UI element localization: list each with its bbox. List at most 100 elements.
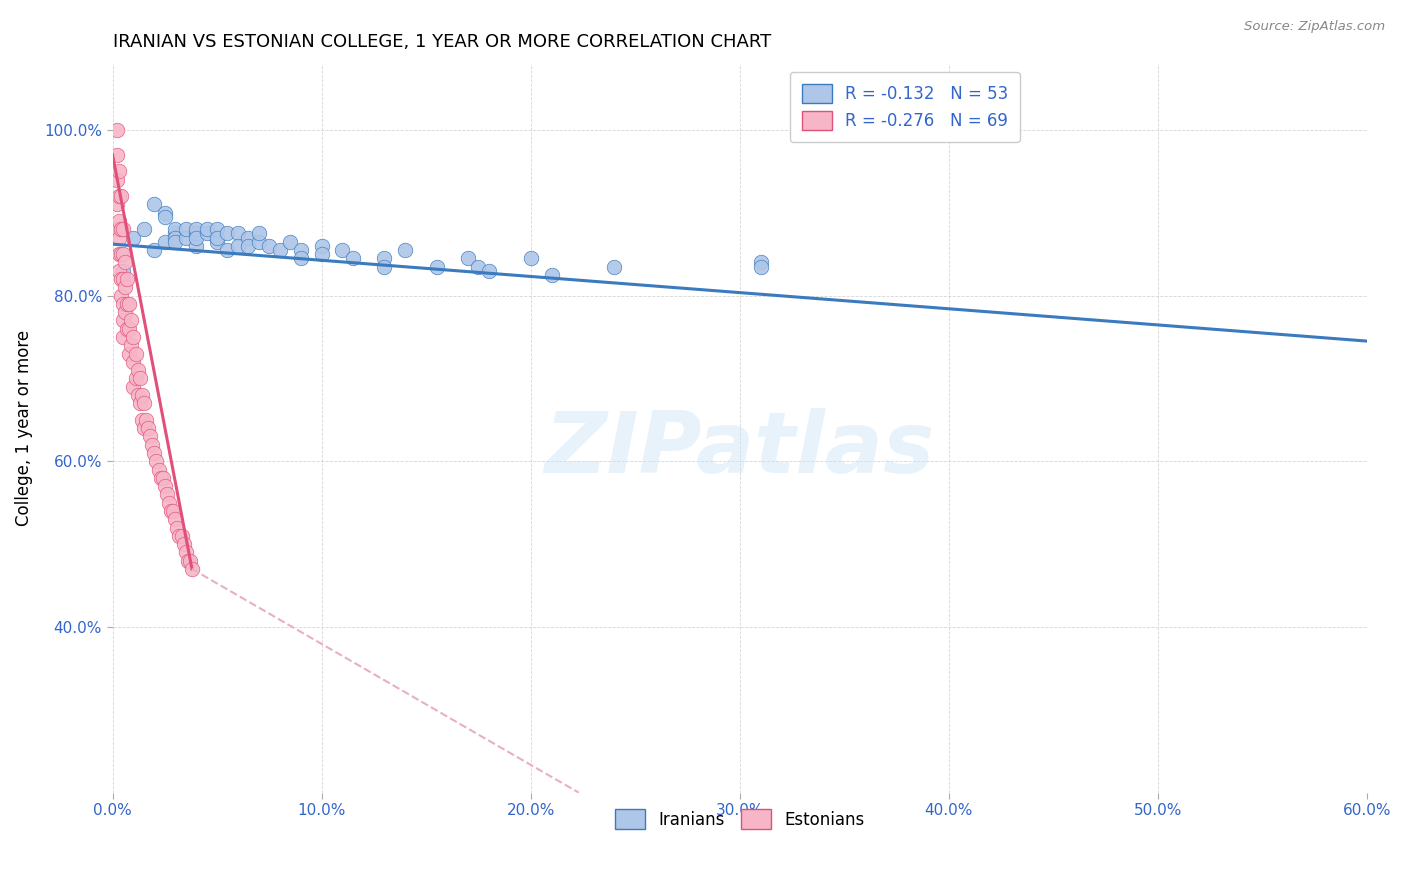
Point <box>823 123 845 137</box>
Point <box>111 222 134 236</box>
Point <box>238 239 260 253</box>
Point <box>467 260 489 274</box>
Point <box>122 330 145 344</box>
Point <box>160 504 183 518</box>
Point <box>127 388 149 402</box>
Point <box>114 255 136 269</box>
Point <box>181 562 204 576</box>
Point <box>132 222 155 236</box>
Point <box>148 462 170 476</box>
Point <box>290 243 312 257</box>
Point <box>165 235 187 249</box>
Point <box>174 222 197 236</box>
Point <box>110 222 132 236</box>
Legend: Iranians, Estonians: Iranians, Estonians <box>607 803 872 836</box>
Point <box>425 260 447 274</box>
Point <box>332 243 354 257</box>
Point <box>127 363 149 377</box>
Point <box>105 222 128 236</box>
Point <box>290 251 312 265</box>
Point <box>603 260 626 274</box>
Point <box>107 164 129 178</box>
Point <box>124 371 146 385</box>
Point <box>107 263 129 277</box>
Point <box>115 321 138 335</box>
Point <box>457 251 479 265</box>
Point <box>342 251 364 265</box>
Point <box>120 338 142 352</box>
Point <box>122 379 145 393</box>
Point <box>149 471 172 485</box>
Point <box>143 243 166 257</box>
Point <box>153 235 176 249</box>
Point <box>749 255 772 269</box>
Point <box>153 205 176 219</box>
Point <box>105 123 128 137</box>
Point <box>165 512 187 526</box>
Point <box>169 529 191 543</box>
Point <box>540 268 562 282</box>
Point <box>107 247 129 261</box>
Point <box>107 214 129 228</box>
Point <box>132 396 155 410</box>
Point <box>519 251 541 265</box>
Point <box>195 227 218 241</box>
Point <box>259 239 281 253</box>
Point <box>128 371 150 385</box>
Point <box>278 235 301 249</box>
Point <box>145 454 167 468</box>
Point <box>135 413 157 427</box>
Point <box>111 330 134 344</box>
Point <box>174 545 197 559</box>
Point <box>157 496 180 510</box>
Point <box>165 227 187 241</box>
Point <box>226 239 249 253</box>
Point <box>120 313 142 327</box>
Point <box>478 263 501 277</box>
Point <box>122 355 145 369</box>
Point <box>115 297 138 311</box>
Point <box>186 230 208 244</box>
Point <box>105 147 128 161</box>
Text: ZIPatlas: ZIPatlas <box>544 409 935 491</box>
Point <box>247 227 270 241</box>
Text: IRANIAN VS ESTONIAN COLLEGE, 1 YEAR OR MORE CORRELATION CHART: IRANIAN VS ESTONIAN COLLEGE, 1 YEAR OR M… <box>112 33 770 51</box>
Point <box>311 239 333 253</box>
Point <box>111 313 134 327</box>
Point <box>118 346 141 360</box>
Point <box>749 260 772 274</box>
Point <box>143 446 166 460</box>
Point <box>174 230 197 244</box>
Point <box>122 230 145 244</box>
Point <box>110 288 132 302</box>
Point <box>114 280 136 294</box>
Point <box>170 529 193 543</box>
Point <box>177 554 200 568</box>
Point <box>107 189 129 203</box>
Point <box>195 222 218 236</box>
Point <box>115 272 138 286</box>
Point <box>139 429 162 443</box>
Point <box>111 247 134 261</box>
Point <box>179 554 201 568</box>
Point <box>166 520 188 534</box>
Point <box>110 272 132 286</box>
Point <box>105 197 128 211</box>
Point <box>247 235 270 249</box>
Point <box>153 479 176 493</box>
Point <box>105 172 128 186</box>
Point <box>217 243 239 257</box>
Point <box>111 297 134 311</box>
Point <box>132 421 155 435</box>
Point <box>153 210 176 224</box>
Point <box>107 230 129 244</box>
Point <box>186 239 208 253</box>
Point <box>165 230 187 244</box>
Point <box>111 263 134 277</box>
Point <box>373 260 395 274</box>
Point <box>143 197 166 211</box>
Point <box>269 243 291 257</box>
Point <box>128 396 150 410</box>
Point <box>152 471 174 485</box>
Point <box>186 227 208 241</box>
